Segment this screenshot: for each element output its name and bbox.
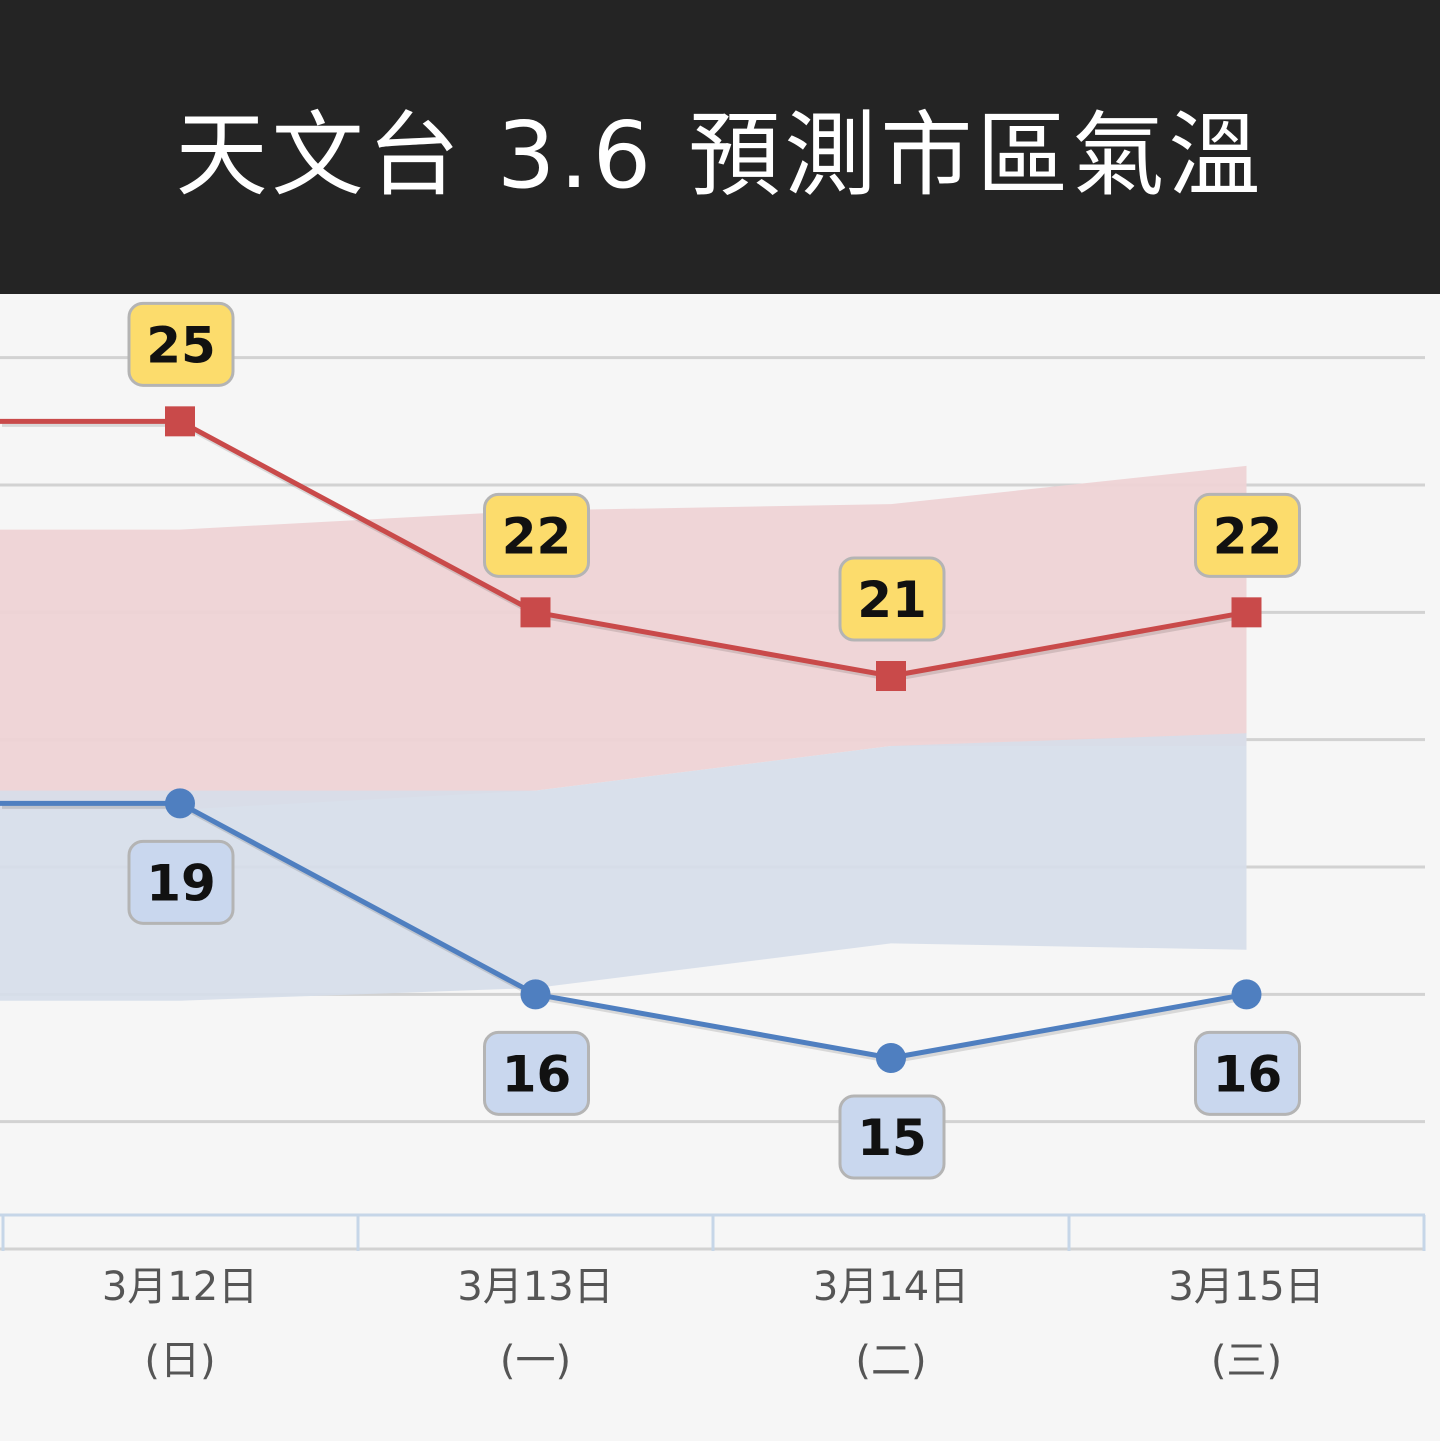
max-point-marker [1231, 597, 1262, 628]
max-temp-label: 21 [857, 571, 927, 629]
max-label-box [127, 301, 235, 387]
min-temp-label: 16 [502, 1045, 572, 1103]
x-tick-label-date: 3月13日 [457, 1264, 613, 1310]
min-label-box [838, 1094, 946, 1180]
normal-range-band [0, 465, 1247, 810]
x-tick-label-weekday: (二) [855, 1338, 926, 1384]
max-point-marker [520, 597, 551, 628]
max-label-box [483, 492, 590, 578]
x-axis: 3月12日 (日) 3月13日 (一) 3月14日 (二) 3月15日 (三) [0, 1213, 1426, 1384]
min-temp-label: 15 [857, 1109, 927, 1167]
x-tick-label-weekday: (一) [500, 1338, 571, 1384]
x-tick-label-date: 3月15日 [1168, 1264, 1324, 1310]
temperature-chart: 25 22 21 22 19 16 15 16 3月12日 (日) 3月13日 (一) 3月14日 (二… [0, 294, 1440, 1441]
min-label-box [1194, 1030, 1301, 1116]
min-label-box [127, 839, 235, 925]
x-tick-label-date: 3月12日 [102, 1264, 258, 1310]
max-temp-label: 25 [146, 316, 216, 374]
normal-range-band [0, 733, 1247, 1001]
max-label-box [838, 556, 946, 642]
min-point-marker [876, 1043, 906, 1074]
min-label-box [483, 1030, 590, 1116]
min-point-marker [1231, 979, 1262, 1010]
max-label-box [1194, 492, 1301, 578]
max-point-marker [165, 406, 195, 437]
normal-range-bands [0, 465, 1247, 1001]
min-point-marker [165, 788, 195, 819]
series-lines [0, 406, 1262, 1074]
x-tick-label-weekday: (三) [1211, 1338, 1282, 1384]
data-labels: 25 22 21 22 19 16 15 16 [127, 301, 1301, 1180]
x-tick-label-weekday: (日) [144, 1338, 215, 1384]
min-temp-label: 19 [146, 854, 216, 912]
min-temp-label: 16 [1213, 1045, 1283, 1103]
page-title: 天文台 3.6 預測市區氣溫 [175, 101, 1265, 209]
min-point-marker [520, 979, 551, 1010]
max-point-marker [876, 661, 906, 692]
x-tick-label-date: 3月14日 [813, 1264, 969, 1310]
max-temp-label: 22 [502, 507, 572, 565]
max-temp-label: 22 [1213, 507, 1283, 565]
header-bar: 天文台 3.6 預測市區氣溫 [0, 0, 1440, 294]
